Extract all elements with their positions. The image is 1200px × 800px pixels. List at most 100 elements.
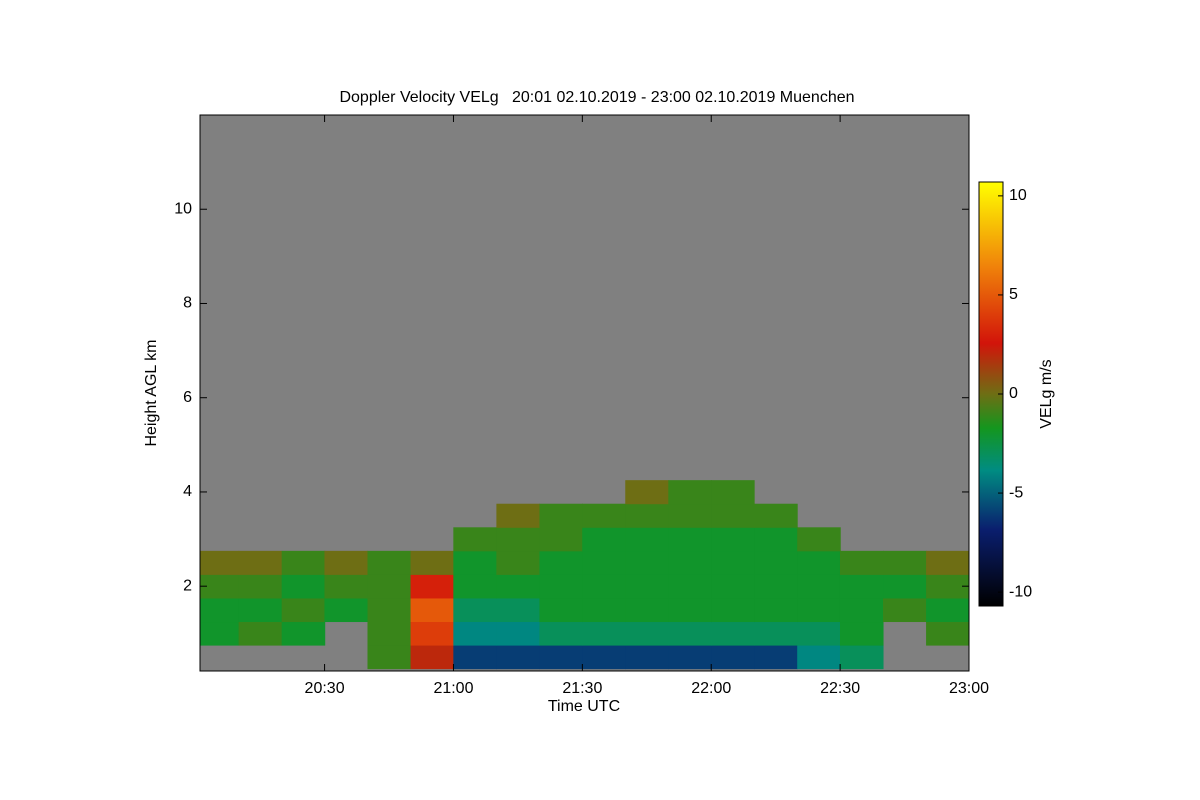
heatmap-cell xyxy=(200,550,240,575)
heatmap-cell xyxy=(410,621,455,646)
heatmap-cell xyxy=(539,574,583,599)
heatmap-cell xyxy=(453,597,497,623)
heatmap-cell xyxy=(839,645,884,670)
heatmap-cell xyxy=(883,550,927,575)
heatmap-cell xyxy=(797,621,841,646)
heatmap-cell xyxy=(410,597,455,623)
heatmap-cell xyxy=(496,645,540,670)
heatmap-cell xyxy=(754,645,798,670)
heatmap-cell xyxy=(324,550,368,575)
heatmap-cell xyxy=(625,574,669,599)
heatmap-cell xyxy=(496,503,540,528)
heatmap-cell xyxy=(324,597,368,623)
heatmap-cell xyxy=(625,480,669,505)
heatmap-cell xyxy=(754,550,798,575)
heatmap-cell xyxy=(883,574,927,599)
y-tick-label: 10 xyxy=(174,200,192,217)
heatmap-cell xyxy=(582,597,626,623)
heatmap-cell xyxy=(711,480,755,505)
heatmap-cell xyxy=(496,574,540,599)
heatmap-cell xyxy=(711,503,755,528)
heatmap-cell xyxy=(582,645,626,670)
heatmap-cell xyxy=(410,574,455,599)
heatmap-cell xyxy=(668,527,712,552)
heatmap-cell xyxy=(496,550,540,575)
chart-title: Doppler Velocity VELg 20:01 02.10.2019 -… xyxy=(339,89,854,106)
heatmap-cell xyxy=(582,550,626,575)
colorbar-tick-label: -10 xyxy=(1009,583,1032,600)
heatmap-cell xyxy=(668,645,712,670)
heatmap-cell xyxy=(625,621,669,646)
heatmap-cell xyxy=(711,527,755,552)
heatmap-cell xyxy=(238,550,283,575)
heatmap-cell xyxy=(582,527,626,552)
heatmap-cell xyxy=(582,574,626,599)
x-axis-label: Time UTC xyxy=(548,698,620,715)
heatmap-cell xyxy=(453,527,497,552)
y-axis-label: Height AGL km xyxy=(143,339,160,446)
heatmap-cell xyxy=(839,621,884,646)
heatmap-cell xyxy=(797,550,841,575)
heatmap-cell xyxy=(625,597,669,623)
heatmap-cell xyxy=(926,621,970,646)
heatmap-cell xyxy=(797,645,841,670)
heatmap-cell xyxy=(496,621,540,646)
heatmap-cell xyxy=(496,527,540,552)
heatmap-cell xyxy=(582,503,626,528)
x-tick-label: 23:00 xyxy=(949,680,989,697)
heatmap-cells xyxy=(200,480,970,670)
plot-frame xyxy=(199,114,970,672)
heatmap-cell xyxy=(539,621,583,646)
heatmap-cell xyxy=(281,621,326,646)
heatmap-cell xyxy=(539,597,583,623)
heatmap-cell xyxy=(539,645,583,670)
heatmap-cell xyxy=(754,527,798,552)
x-tick-label: 22:00 xyxy=(691,680,731,697)
heatmap-cell xyxy=(539,503,583,528)
heatmap-cell xyxy=(668,550,712,575)
heatmap-cell xyxy=(238,597,283,623)
heatmap-cell xyxy=(883,597,927,623)
heatmap-cell xyxy=(625,550,669,575)
heatmap-cell xyxy=(453,550,497,575)
heatmap-cell xyxy=(797,527,841,552)
heatmap-cell xyxy=(410,645,455,670)
heatmap-cell xyxy=(453,645,497,670)
heatmap-cell xyxy=(539,550,583,575)
heatmap-cell xyxy=(839,550,884,575)
heatmap-cell xyxy=(281,550,326,575)
heatmap-cell xyxy=(926,597,970,623)
heatmap-cell xyxy=(625,645,669,670)
heatmap-cell xyxy=(839,574,884,599)
heatmap-cell xyxy=(797,574,841,599)
colorbar-tick-label: 10 xyxy=(1009,187,1027,204)
heatmap-cell xyxy=(453,574,497,599)
colorbar-tick-label: -5 xyxy=(1009,484,1023,501)
heatmap-cell xyxy=(367,645,412,670)
heatmap-cell xyxy=(281,574,326,599)
x-tick-label: 21:00 xyxy=(433,680,473,697)
heatmap-cell xyxy=(238,574,283,599)
heatmap-cell xyxy=(625,503,669,528)
heatmap-cell xyxy=(200,621,240,646)
heatmap-cell xyxy=(711,597,755,623)
y-tick-label: 6 xyxy=(183,389,192,406)
heatmap-cell xyxy=(754,597,798,623)
heatmap-cell xyxy=(200,597,240,623)
heatmap-cell xyxy=(367,550,412,575)
heatmap-cell xyxy=(625,527,669,552)
heatmap-cell xyxy=(367,597,412,623)
heatmap-cell xyxy=(711,574,755,599)
heatmap-cell xyxy=(668,503,712,528)
x-tick-label: 20:30 xyxy=(305,680,345,697)
heatmap-cell xyxy=(496,597,540,623)
heatmap-cell xyxy=(367,574,412,599)
heatmap-cell xyxy=(668,480,712,505)
y-tick-label: 4 xyxy=(183,483,192,500)
heatmap-cell xyxy=(324,574,368,599)
heatmap-cell xyxy=(839,597,884,623)
heatmap-cell xyxy=(668,597,712,623)
heatmap-cell xyxy=(711,645,755,670)
